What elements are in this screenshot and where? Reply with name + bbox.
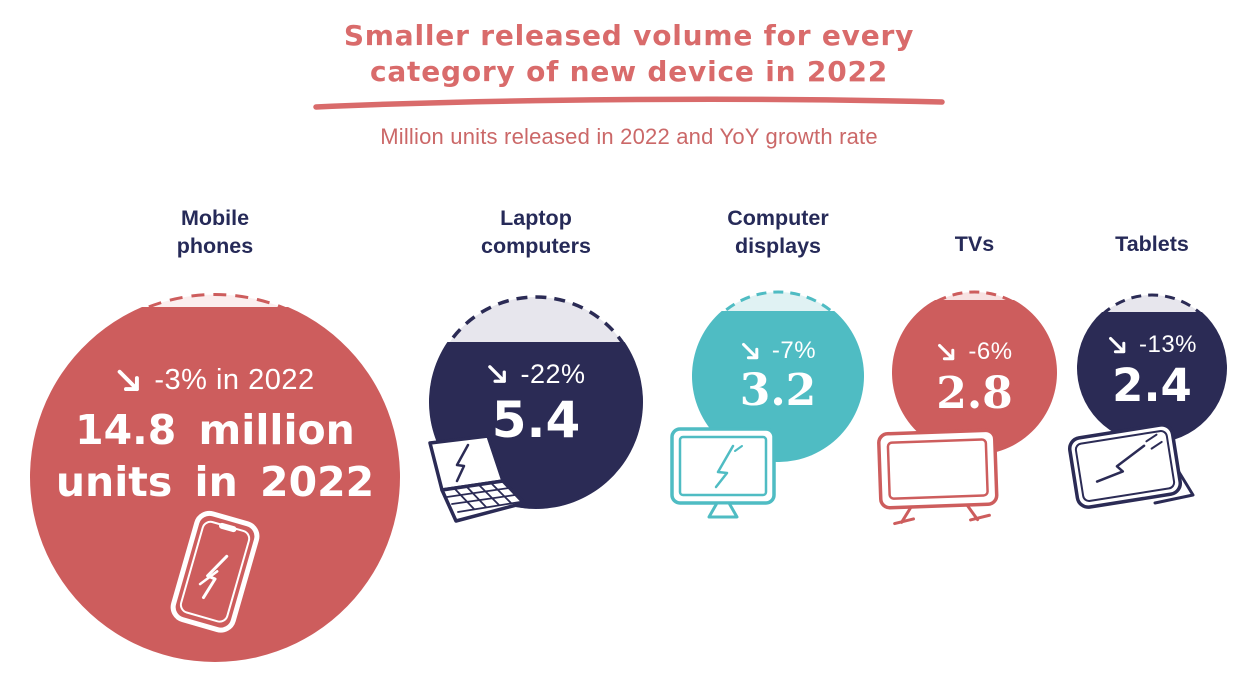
device-mobile-phones: Mobile phones -3% in 2022 14.8 million u… — [30, 206, 400, 662]
value-label: 3.2 — [739, 365, 817, 416]
balloon-tvs — [892, 290, 1057, 455]
yoy-row: -3% in 2022 — [30, 364, 400, 397]
balloon-tablets — [1077, 293, 1227, 443]
decline-arrow-icon — [741, 342, 759, 359]
laptop-icon — [428, 434, 526, 523]
category-label-tvs: TVs — [954, 232, 995, 256]
current-volume-segment — [30, 307, 400, 662]
category-label-mobile-phones: Mobile phones — [176, 206, 254, 258]
balloon-mobile-phones — [30, 293, 400, 662]
value-label: 2.8 — [936, 368, 1013, 419]
header: Smaller released volume for every catego… — [0, 18, 1258, 90]
yoy-row: -22% — [429, 359, 643, 390]
device-laptop-computers: Laptop computers -22% 5.4 — [428, 206, 643, 523]
smartphone-icon — [170, 510, 260, 633]
decline-arrow-icon — [118, 369, 140, 391]
yoy-label: -3% in 2022 — [154, 364, 315, 396]
current-volume-segment — [892, 300, 1057, 455]
tablet-icon — [1068, 423, 1195, 509]
yoy-row: -13% — [1077, 331, 1227, 359]
yoy-row: -6% — [892, 338, 1057, 366]
tv-icon — [877, 428, 999, 526]
decline-arrow-icon — [1109, 336, 1126, 353]
yoy-label: -6% — [968, 338, 1013, 365]
decline-arrow-icon — [488, 365, 507, 383]
chart-subtitle: Million units released in 2022 and YoY g… — [380, 124, 878, 149]
value-label: 14.8 million units in 2022 — [55, 406, 375, 506]
yoy-label: -7% — [771, 337, 817, 364]
category-label-tablets: Tablets — [1115, 232, 1189, 256]
page-title-line2: category of new device in 2022 — [369, 55, 889, 88]
title-underline — [313, 96, 945, 110]
device-computer-displays: Computer displays -7% 3.2 — [670, 206, 864, 519]
current-volume-segment — [1077, 312, 1227, 443]
monitor-icon — [670, 427, 776, 519]
category-label-computer-displays: Computer displays — [727, 206, 829, 258]
yoy-label: -22% — [520, 359, 586, 389]
value-label: 5.4 — [491, 391, 581, 449]
balloon-computer-displays — [692, 290, 864, 462]
current-volume-segment — [692, 311, 864, 462]
yoy-row: -7% — [692, 337, 864, 365]
value-label: 2.4 — [1112, 359, 1192, 412]
device-tvs: TVs -6% 2.8 — [877, 232, 1057, 526]
category-label-laptop-computers: Laptop computers — [481, 206, 591, 258]
page-title-line1: Smaller released volume for every — [343, 19, 915, 52]
yoy-label: -13% — [1138, 331, 1198, 358]
decline-arrow-icon — [938, 343, 955, 360]
device-tablets: Tablets -13% 2.4 — [1068, 232, 1227, 509]
